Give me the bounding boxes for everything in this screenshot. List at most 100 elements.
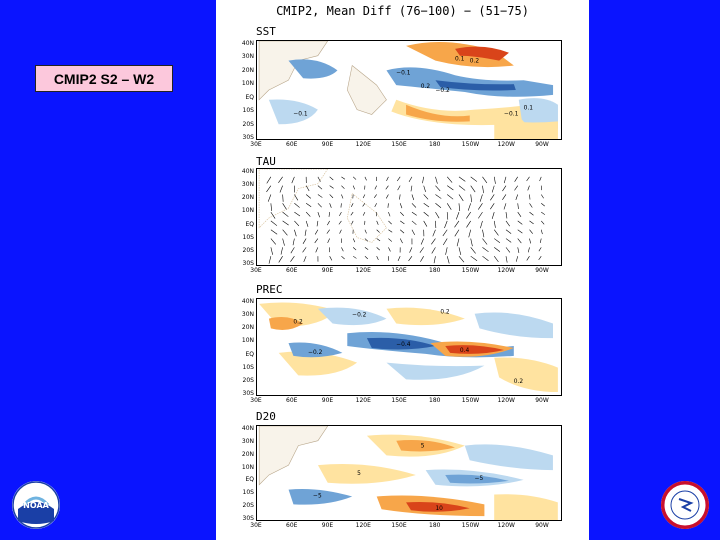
wind-arrow bbox=[505, 247, 511, 253]
wind-arrow bbox=[529, 203, 533, 208]
wind-arrow bbox=[420, 238, 424, 245]
wind-arrow bbox=[362, 203, 366, 207]
wind-arrow bbox=[352, 247, 357, 251]
wind-arrow bbox=[458, 255, 465, 263]
wind-arrow bbox=[527, 247, 530, 253]
lat-tick-label: 30N bbox=[241, 311, 254, 319]
wind-arrow bbox=[491, 212, 495, 219]
wind-arrow bbox=[502, 185, 507, 192]
wind-arrow bbox=[376, 256, 379, 261]
wind-arrow bbox=[270, 211, 276, 219]
wind-arrow bbox=[282, 203, 287, 210]
wind-arrow bbox=[422, 176, 424, 184]
lat-labels-prec: 40N 30N 20N 10N EQ 10S 20S 30S bbox=[230, 298, 254, 397]
wind-arrow bbox=[526, 176, 530, 182]
wind-arrow bbox=[352, 176, 357, 180]
wind-arrow bbox=[278, 176, 283, 184]
lat-tick-label: 20S bbox=[242, 246, 254, 254]
wind-arrow bbox=[538, 247, 542, 252]
wind-arrow bbox=[278, 256, 283, 263]
panel-title-tau: TAU bbox=[256, 155, 276, 168]
contour-label: −0.2 bbox=[308, 350, 322, 356]
wind-arrow bbox=[468, 229, 471, 238]
wind-arrow bbox=[364, 238, 368, 242]
wind-arrow bbox=[341, 176, 346, 180]
wind-arrow bbox=[327, 220, 330, 226]
wind-arrow bbox=[279, 185, 283, 193]
wind-arrow bbox=[294, 229, 297, 237]
lat-tick-label: 10S bbox=[242, 233, 254, 241]
lat-tick-label: 10S bbox=[242, 489, 254, 497]
wind-arrow bbox=[305, 185, 310, 192]
panel-title-sst: SST bbox=[256, 25, 276, 38]
wind-arrow bbox=[339, 211, 342, 217]
wind-arrow bbox=[482, 185, 484, 194]
lon-labels-tau: 30E 60E 90E 120E 150E 180 150W 120W 90W bbox=[250, 267, 568, 276]
lon-tick-label: 180 bbox=[429, 522, 441, 529]
wind-arrow bbox=[268, 256, 272, 264]
wind-arrow bbox=[328, 212, 330, 217]
lat-tick-label: 40N bbox=[241, 168, 254, 175]
lon-tick-label: 90E bbox=[321, 141, 334, 148]
wind-arrow bbox=[362, 211, 366, 216]
wind-arrow bbox=[408, 176, 413, 183]
lat-tick-label: 20N bbox=[241, 66, 254, 74]
wind-arrow bbox=[294, 220, 300, 227]
lon-tick-label: 150W bbox=[461, 267, 480, 274]
wind-arrow bbox=[423, 211, 429, 217]
contour-label: −0.1 bbox=[396, 70, 411, 76]
wind-arrow bbox=[314, 229, 319, 235]
wind-arrow bbox=[527, 185, 530, 191]
wind-arrow bbox=[477, 203, 483, 210]
contour-label: −0.2 bbox=[352, 313, 366, 319]
wind-arrow bbox=[540, 194, 544, 199]
wind-arrow bbox=[341, 194, 344, 199]
wind-arrow bbox=[540, 229, 543, 235]
lat-tick-label: 20S bbox=[242, 502, 254, 510]
wind-arrow bbox=[266, 176, 272, 184]
wind-arrow bbox=[529, 220, 534, 225]
wind-arrow bbox=[385, 194, 389, 199]
wind-arrow bbox=[304, 229, 307, 236]
wind-arrow bbox=[410, 185, 413, 192]
lon-tick-label: 60E bbox=[286, 141, 298, 148]
wind-arrow bbox=[376, 247, 380, 251]
lon-tick-label: 90W bbox=[535, 522, 549, 529]
contour-label: −5 bbox=[313, 493, 322, 499]
lon-labels-sst: 30E 60E 90E 120E 150E 180 150W 120W 90W bbox=[250, 141, 568, 150]
wind-arrow bbox=[329, 176, 334, 181]
wind-arrow bbox=[305, 211, 311, 217]
wind-arrow bbox=[445, 247, 448, 255]
contour-label: 5 bbox=[357, 471, 361, 477]
lat-tick-label: EQ bbox=[245, 93, 254, 101]
wind-arrow bbox=[442, 229, 448, 237]
contour-label: 0.2 bbox=[293, 319, 303, 325]
wind-arrow bbox=[466, 220, 471, 228]
wind-arrow bbox=[491, 185, 495, 193]
wind-arrow bbox=[505, 256, 508, 263]
lon-tick-label: 90E bbox=[321, 267, 334, 274]
wind-arrow bbox=[470, 176, 478, 182]
wind-arrow bbox=[282, 220, 289, 226]
wind-arrow bbox=[493, 229, 499, 236]
wind-arrow bbox=[397, 185, 401, 191]
wind-arrow bbox=[458, 194, 464, 202]
lon-tick-label: 150E bbox=[391, 141, 407, 148]
wind-arrow bbox=[433, 256, 436, 264]
figure-panel: CMIP2, Mean Diff (76−100) − (51−75) SST … bbox=[216, 0, 589, 540]
wind-arrow bbox=[303, 256, 307, 262]
wind-arrow bbox=[470, 247, 476, 254]
slide-label: CMIP2 S2 – W2 bbox=[35, 65, 173, 92]
wind-arrow bbox=[479, 194, 483, 202]
wind-arrow bbox=[317, 212, 320, 218]
wind-arrow bbox=[435, 211, 440, 219]
contour-label: −0.1 bbox=[504, 111, 519, 117]
wind-arrow bbox=[282, 194, 284, 202]
contour-label: 0.1 bbox=[524, 106, 534, 112]
wind-arrow bbox=[352, 255, 357, 259]
wind-arrow bbox=[529, 211, 534, 216]
wind-arrow bbox=[515, 256, 519, 262]
wind-arrow bbox=[374, 194, 377, 198]
wind-arrow bbox=[470, 185, 476, 193]
lat-tick-label: 10N bbox=[241, 80, 254, 88]
